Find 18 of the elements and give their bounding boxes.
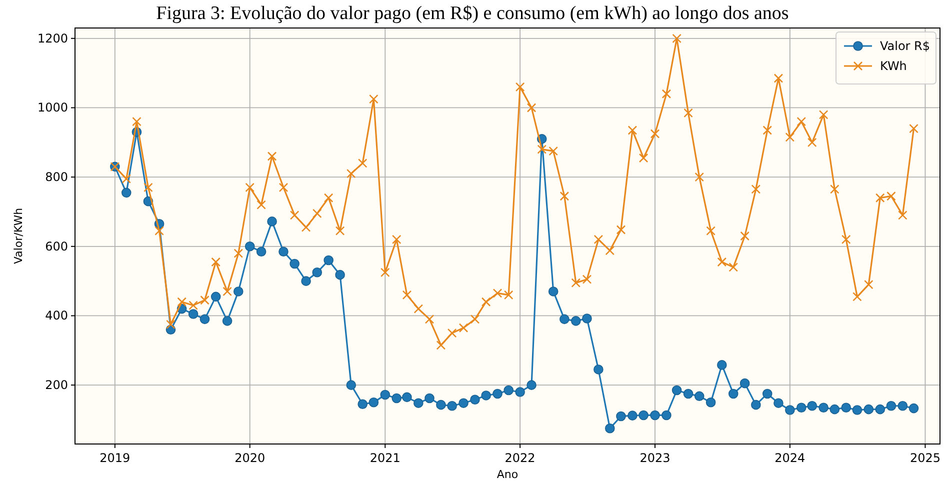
legend-label: Valor R$ <box>880 39 930 53</box>
chart-title: Figura 3: Evolução do valor pago (em R$) e consumo (em kWh) ao longo dos anos <box>156 3 789 24</box>
y-tick-label: 400 <box>45 308 68 323</box>
y-tick-label: 200 <box>45 378 68 392</box>
y-axis-title: Valor/KWh <box>12 208 25 264</box>
x-tick-label: 2021 <box>370 451 400 465</box>
x-axis-title: Ano <box>496 468 518 481</box>
x-tick-label: 2024 <box>774 451 806 465</box>
y-tick-label: 600 <box>45 239 68 254</box>
legend-label: KWh <box>880 59 907 73</box>
y-tick-label: 800 <box>45 170 68 184</box>
x-tick-label: 2022 <box>504 451 536 465</box>
x-tick-label: 2019 <box>100 451 130 465</box>
x-tick-label: 2020 <box>234 451 266 465</box>
x-tick-label: 2023 <box>640 451 670 465</box>
y-tick-label: 1200 <box>37 31 68 46</box>
x-tick-label: 2025 <box>910 451 940 465</box>
y-tick-label: 1000 <box>37 100 68 115</box>
